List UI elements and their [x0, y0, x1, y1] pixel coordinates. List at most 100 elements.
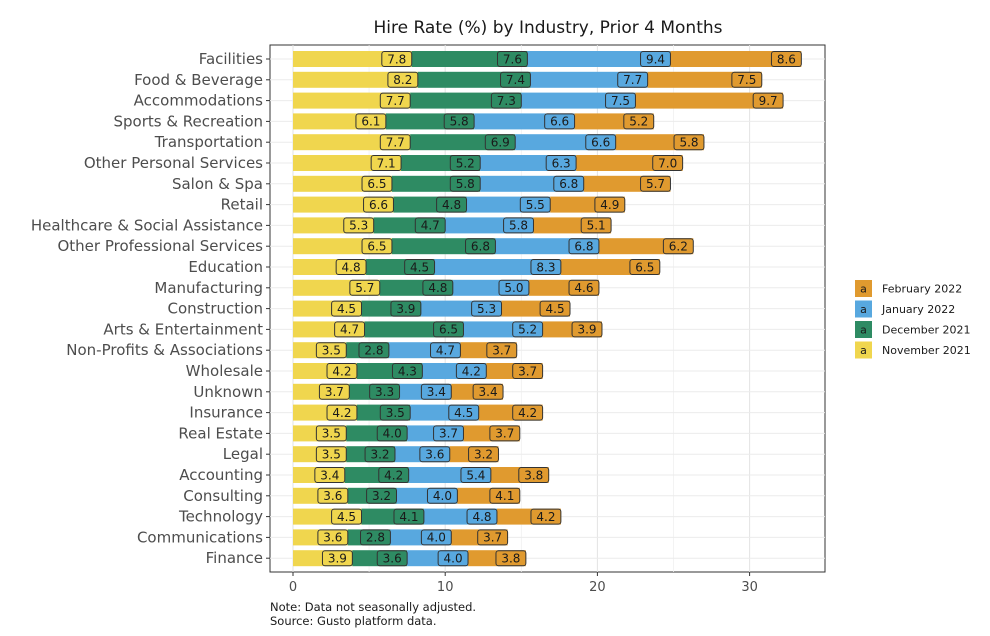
data-label-box — [495, 550, 527, 567]
data-label-text: 6.2 — [669, 240, 688, 254]
data-label-box — [430, 342, 461, 359]
data-label-box — [326, 363, 358, 379]
data-label-box — [390, 300, 422, 317]
data-label-box — [370, 155, 402, 171]
data-label-text: 5.0 — [504, 281, 523, 295]
data-label: 4.2 — [512, 404, 544, 421]
data-label-text: 6.5 — [367, 177, 386, 191]
legend-item: a February 2022 — [855, 280, 962, 297]
data-label: 4.1 — [489, 487, 521, 504]
data-label-box — [468, 446, 499, 463]
data-label-box — [484, 134, 516, 151]
data-label: 6.9 — [484, 134, 516, 151]
legend-label: November 2021 — [882, 344, 971, 357]
data-label: 7.1 — [370, 155, 402, 171]
data-label-box — [315, 425, 347, 442]
data-label: 3.3 — [369, 383, 401, 400]
data-label-text: 4.5 — [546, 302, 565, 316]
data-label: 7.4 — [500, 71, 531, 88]
data-label-box — [335, 259, 367, 275]
bar-segment — [527, 51, 671, 67]
legend-key-glyph: a — [860, 324, 867, 337]
data-label-box — [640, 51, 671, 67]
chart-title: Hire Rate (%) by Industry, Prior 4 Month… — [374, 18, 723, 38]
data-label: 4.0 — [437, 550, 469, 567]
data-label-text: 4.2 — [462, 364, 481, 378]
data-label-text: 4.0 — [383, 427, 402, 441]
data-label-box — [379, 92, 411, 109]
category-label: Accommodations — [134, 92, 264, 110]
data-label: 8.2 — [387, 71, 419, 88]
data-label: 3.6 — [419, 446, 451, 463]
legend: a February 2022 a January 2022 a December 202… — [855, 280, 971, 359]
data-label-box — [331, 300, 362, 317]
bar-segment — [670, 51, 802, 67]
data-label-text: 3.5 — [386, 406, 405, 420]
data-label-box — [369, 383, 401, 400]
data-label-text: 6.5 — [439, 323, 458, 337]
data-label-box — [334, 321, 366, 338]
data-label-box — [498, 279, 530, 296]
data-label-text: 3.6 — [323, 489, 342, 503]
data-label-box — [376, 425, 408, 442]
data-label-text: 4.0 — [427, 531, 446, 545]
data-label: 7.6 — [496, 51, 528, 67]
data-label-box — [486, 342, 518, 359]
data-label: 8.3 — [530, 259, 562, 275]
data-label-box — [378, 467, 410, 483]
data-label-box — [387, 71, 419, 88]
data-label: 5.4 — [460, 467, 492, 483]
data-label-box — [315, 342, 347, 359]
bar-segment — [434, 259, 561, 275]
data-label: 3.5 — [379, 404, 411, 421]
data-label: 7.0 — [652, 155, 684, 171]
data-label-text: 3.4 — [427, 385, 446, 399]
data-label-box — [317, 529, 349, 546]
chart-source: Source: Gusto platform data. — [270, 614, 437, 628]
data-label: 3.8 — [518, 467, 550, 483]
data-label-text: 7.3 — [497, 94, 516, 108]
x-tick-label: 20 — [589, 580, 606, 595]
data-label: 7.7 — [617, 71, 649, 88]
data-label-box — [518, 467, 550, 483]
data-label-box — [477, 529, 509, 546]
data-label-box — [414, 217, 446, 234]
plot-panel: Facilities Food & Beverage Accommodations S… — [31, 44, 826, 595]
data-label-box — [419, 446, 451, 463]
data-label-text: 3.5 — [322, 427, 341, 441]
data-label: 8.6 — [770, 51, 802, 67]
data-label-box — [544, 113, 576, 130]
data-label: 4.2 — [455, 363, 487, 379]
category-label: Finance — [206, 549, 263, 567]
data-label-text: 5.4 — [466, 468, 485, 482]
data-label-box — [512, 321, 544, 338]
category-label: Education — [188, 258, 263, 276]
data-label-text: 3.6 — [383, 552, 402, 566]
data-label: 5.8 — [673, 134, 705, 151]
data-label: 7.5 — [605, 92, 636, 109]
data-label-box — [629, 259, 661, 275]
data-label-box — [436, 196, 468, 213]
data-label-box — [360, 529, 391, 546]
data-label: 6.6 — [585, 134, 617, 151]
data-label: 6.5 — [629, 259, 661, 275]
data-label: 6.8 — [553, 175, 585, 192]
data-label-box — [376, 550, 408, 567]
data-label: 3.5 — [315, 446, 347, 463]
data-label-text: 4.5 — [454, 406, 473, 420]
data-label-text: 5.8 — [509, 219, 528, 233]
data-label: 3.2 — [468, 446, 499, 463]
data-label-text: 3.9 — [328, 552, 347, 566]
data-label-box — [331, 508, 362, 525]
legend-key-glyph: a — [860, 344, 867, 357]
data-label-box — [363, 196, 394, 213]
data-label-text: 3.7 — [518, 364, 537, 378]
category-label: Wholesale — [186, 362, 263, 380]
data-label-text: 3.8 — [524, 468, 543, 482]
data-label-text: 3.4 — [479, 385, 498, 399]
data-label-box — [490, 92, 522, 109]
data-label-box — [752, 92, 784, 109]
data-label-box — [553, 175, 585, 192]
data-label: 6.2 — [662, 238, 694, 255]
data-label: 4.7 — [414, 217, 446, 234]
